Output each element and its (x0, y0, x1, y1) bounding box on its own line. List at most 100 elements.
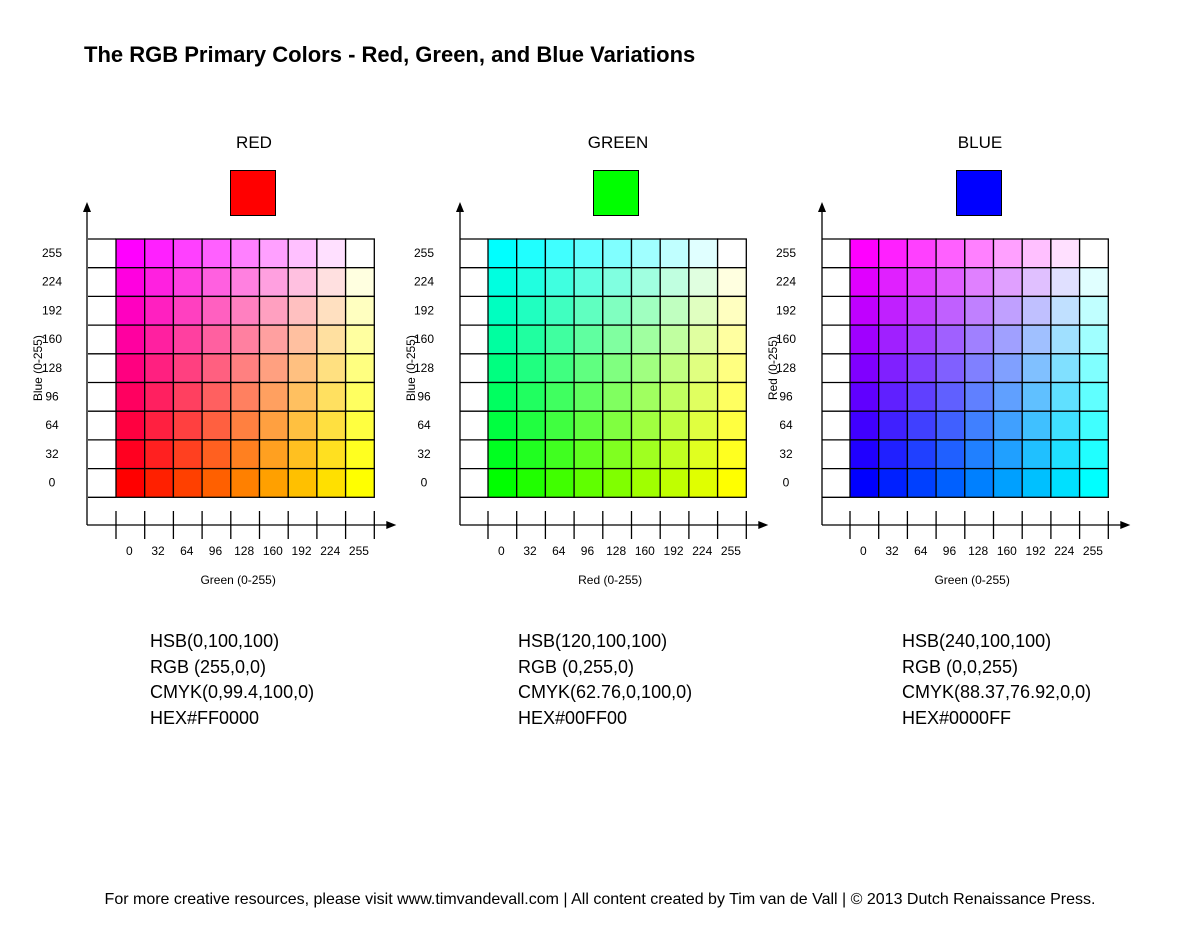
color-cell (1050, 439, 1081, 470)
color-cell (544, 381, 575, 412)
color-cell (849, 267, 880, 298)
hsb-value: HSB(0,100,100) (150, 631, 280, 651)
color-cell (201, 410, 232, 441)
color-cell (144, 353, 175, 384)
color-cell (230, 267, 261, 298)
swatch-green (593, 170, 639, 216)
footer-credit: For more creative resources, please visi… (104, 891, 1096, 908)
color-cell (964, 324, 995, 355)
color-cell (487, 295, 518, 326)
color-cell (849, 295, 880, 326)
color-cell (316, 381, 347, 412)
color-cell (230, 295, 261, 326)
color-cell (992, 238, 1023, 269)
color-cell (1078, 381, 1109, 412)
x-tick-label: 255 (721, 544, 741, 558)
color-cell (688, 381, 719, 412)
x-tick-label: 160 (263, 544, 283, 558)
color-cell (258, 381, 289, 412)
color-cell (544, 467, 575, 498)
color-cell (992, 410, 1023, 441)
y-tick-label: 128 (414, 361, 434, 375)
color-cell (716, 267, 747, 298)
x-tick-label: 0 (126, 544, 133, 558)
color-cell (115, 324, 146, 355)
color-cell (201, 381, 232, 412)
color-cell (602, 267, 633, 298)
color-cell (659, 439, 690, 470)
color-cell (573, 267, 604, 298)
hex-value: HEX#FF0000 (150, 707, 260, 728)
color-cell (1050, 324, 1081, 355)
color-cell (630, 439, 661, 470)
color-cell (1021, 295, 1052, 326)
color-cell (115, 467, 146, 498)
color-cell (144, 267, 175, 298)
color-cell (287, 324, 318, 355)
y-tick-label: 160 (42, 332, 62, 346)
y-axis-title: Blue (0-255) (404, 335, 418, 401)
color-cell (964, 353, 995, 384)
y-axis-arrow (83, 202, 91, 212)
color-cell (516, 324, 547, 355)
color-cell (878, 410, 909, 441)
color-cell (172, 467, 203, 498)
y-tick-label: 160 (414, 332, 434, 346)
color-cell (964, 267, 995, 298)
hex-value: HEX#0000FF (902, 707, 1012, 728)
color-cell (487, 324, 518, 355)
color-cell (544, 267, 575, 298)
color-cell (573, 381, 604, 412)
x-tick-label: 64 (180, 544, 194, 558)
y-tick-label: 32 (45, 447, 59, 461)
color-cell (573, 353, 604, 384)
color-cell (849, 439, 880, 470)
color-cell (1050, 467, 1081, 498)
color-cell (906, 467, 937, 498)
cmyk-value: CMYK(88.37,76.92,0,0) (902, 682, 1092, 702)
color-cell (878, 439, 909, 470)
y-tick-label: 0 (421, 476, 428, 490)
color-cell (906, 238, 937, 269)
color-cell (1050, 410, 1081, 441)
color-cell (487, 267, 518, 298)
color-cell (344, 324, 375, 355)
color-cell (144, 238, 175, 269)
color-cell (659, 353, 690, 384)
y-tick-label: 160 (776, 332, 796, 346)
color-cell (344, 410, 375, 441)
color-cell (716, 353, 747, 384)
cmyk-value: CMYK(0,99.4,100,0) (150, 682, 315, 702)
x-tick-label: 64 (552, 544, 566, 558)
color-cell (992, 324, 1023, 355)
color-cell (344, 267, 375, 298)
color-cell (1021, 238, 1052, 269)
color-cell (316, 324, 347, 355)
color-cell (630, 467, 661, 498)
color-cell (849, 381, 880, 412)
color-cell (230, 467, 261, 498)
color-cell (1078, 410, 1109, 441)
color-cell (602, 238, 633, 269)
color-cell (316, 353, 347, 384)
color-cell (316, 238, 347, 269)
color-cell (688, 467, 719, 498)
color-cell (344, 353, 375, 384)
color-cell (906, 381, 937, 412)
color-cell (878, 295, 909, 326)
color-cell (1050, 353, 1081, 384)
color-cell (1078, 324, 1109, 355)
color-cell (878, 467, 909, 498)
hex-value: HEX#00FF00 (518, 707, 628, 728)
x-tick-label: 32 (885, 544, 899, 558)
color-cell (716, 381, 747, 412)
color-cell (688, 238, 719, 269)
x-tick-label: 192 (1026, 544, 1046, 558)
color-cell (878, 353, 909, 384)
color-cell (992, 353, 1023, 384)
color-cell (1021, 439, 1052, 470)
color-cell (1078, 295, 1109, 326)
color-cell (688, 295, 719, 326)
color-cell (573, 295, 604, 326)
color-cell (516, 410, 547, 441)
